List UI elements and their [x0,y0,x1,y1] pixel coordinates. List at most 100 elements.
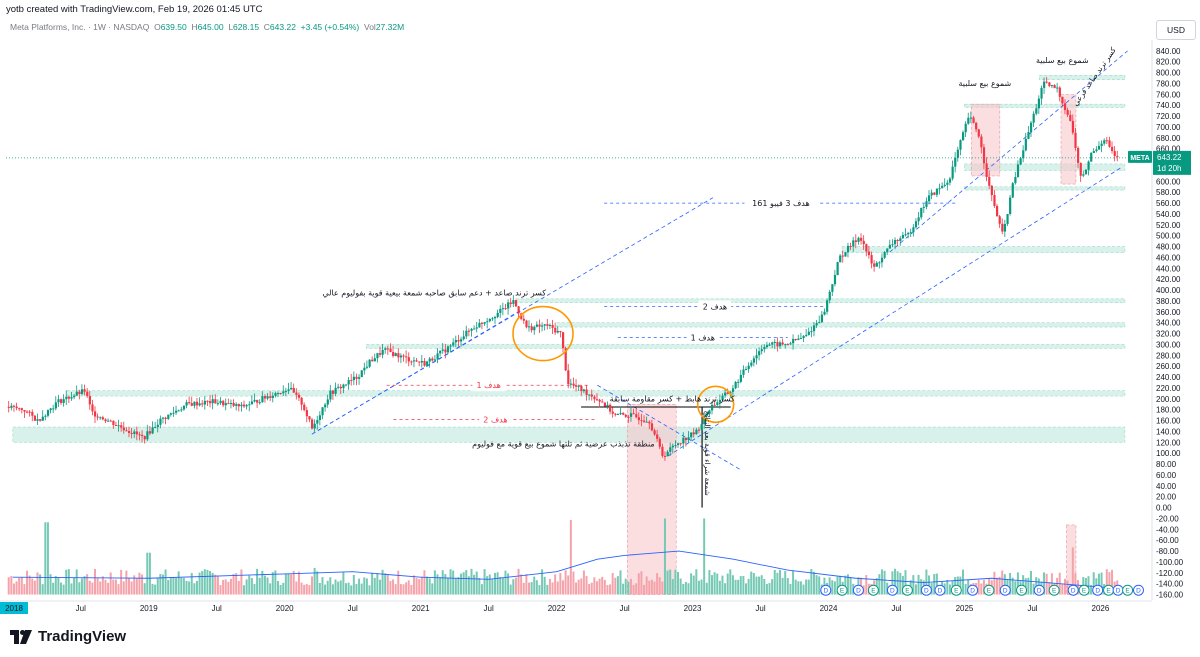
sell-zone-0 [627,403,677,595]
candle-body-295 [778,342,782,347]
tradingview-footer[interactable]: TradingView [10,628,126,645]
volume-bar-233 [616,576,619,595]
candle-body-58 [159,418,162,425]
candle-body-117 [313,423,316,429]
event-marker-label-11: D [1003,588,1008,595]
candle-body-62 [169,413,173,415]
candle-body-158 [420,360,424,363]
vol-label: Vol [364,22,376,32]
candle-body-374 [985,163,988,177]
volume-bar-219 [580,578,583,595]
candle-body-63 [172,412,175,414]
candle-body-422 [1111,146,1114,152]
volume-bar-244 [645,576,648,595]
volume-bar-303 [799,581,802,595]
candle-body-308 [812,325,816,332]
highlight-circle-1 [696,385,735,424]
candle-body-112 [300,397,303,405]
candle-body-109 [292,387,295,393]
high-value: 645.00 [197,22,224,32]
volume-bar-139 [371,572,374,595]
volume-bar-417 [1097,573,1100,595]
volume-bar-106 [284,573,287,595]
candles-layer [7,77,1119,461]
candle-body-76 [206,400,209,402]
volume-bar-140 [373,577,376,595]
zones-layer [6,75,1148,595]
candle-body-75 [203,400,207,405]
volume-bar-131 [350,585,353,595]
candle-body-118 [316,419,319,424]
symbol-legend: Meta Platforms, Inc. · 1W · NASDAQ O639.… [10,22,404,32]
candle-body-200 [530,326,533,331]
volume-bar-297 [784,570,787,595]
candle-body-259 [684,437,688,441]
candle-body-277 [731,388,735,392]
price-tick-13: 100.00 [1156,449,1181,458]
candle-body-143 [381,349,384,355]
volume-bar-0 [7,577,10,595]
candle-body-305 [805,334,808,336]
volume-bar-421 [1108,572,1111,595]
volume-bar-209 [554,574,557,595]
volume-bar-290 [765,583,768,595]
candle-body-149 [397,353,400,358]
candle-body-24 [70,397,73,399]
candle-body-230 [609,404,612,412]
time-tick-11: Jul [755,604,765,613]
candle-body-68 [185,402,188,406]
candle-body-231 [611,411,614,414]
volume-bar-377 [993,571,996,595]
candle-body-130 [347,380,350,385]
candle-body-85 [229,402,233,404]
candle-body-104 [279,393,282,395]
candle-body-26 [75,391,78,396]
candle-body-192 [509,302,512,304]
candle-body-291 [768,344,771,346]
candle-body-275 [726,392,729,394]
candle-body-129 [344,384,348,386]
price-tick-6: -40.00 [1156,525,1179,534]
symbol-name[interactable]: Meta Platforms, Inc. · 1W · NASDAQ [10,22,150,32]
volume-bar-148 [394,584,397,595]
price-tick-37: 580.00 [1156,188,1181,197]
candle-body-65 [177,410,180,412]
candle-body-121 [324,404,327,408]
candle-body-322 [849,245,852,247]
volume-bar-338 [891,571,894,595]
volume-bar-107 [287,573,290,595]
event-marker-2 [852,584,864,596]
volume-bar-47 [130,581,133,595]
target-label-bg-1 [698,300,732,313]
time-tick-15: Jul [1027,604,1037,613]
candle-body-392 [1032,113,1035,123]
candle-body-348 [917,217,920,222]
candle-body-98 [263,396,267,399]
price-tick-4: -80.00 [1156,547,1179,556]
candle-body-27 [78,391,81,394]
volume-bar-27 [78,582,81,595]
currency-selector[interactable]: USD [1156,20,1196,40]
candle-body-132 [352,376,356,381]
candle-body-12 [39,419,42,421]
candle-body-266 [703,415,706,425]
price-tick-31: 460.00 [1156,253,1181,262]
candle-body-303 [799,338,803,340]
candle-body-414 [1090,152,1093,162]
volume-bar-366 [964,583,967,595]
candle-body-324 [854,240,858,242]
sell-zone-3 [1066,524,1077,595]
event-marker-label-7: D [938,588,943,595]
candle-body-173 [460,339,463,342]
candle-body-347 [914,221,918,228]
volume-bar-15 [46,522,49,595]
volume-bar-25 [73,577,76,595]
candle-body-180 [478,322,481,328]
volume-bar-86 [232,573,235,595]
volume-bar-36 [101,576,104,595]
candle-body-316 [833,275,837,285]
candle-body-90 [243,404,246,407]
sr-zone-4 [515,298,1126,303]
candle-body-169 [449,345,452,347]
